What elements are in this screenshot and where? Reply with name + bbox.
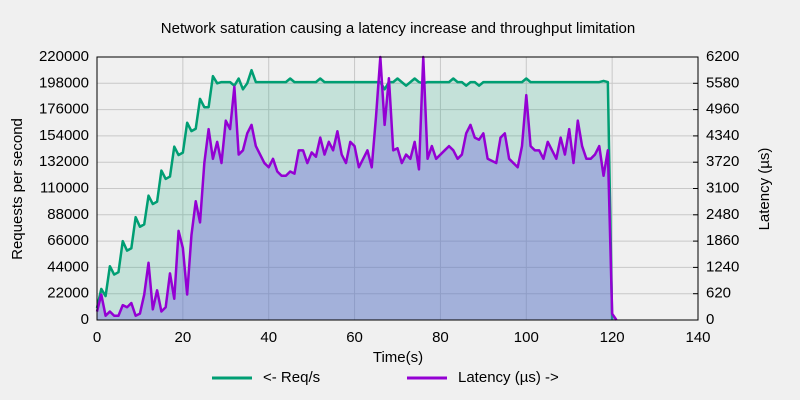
x-tick-label: 20 [175, 329, 192, 346]
x-tick-label: 80 [432, 329, 449, 346]
y2-tick-label: 620 [706, 285, 731, 302]
x-tick-label: 100 [514, 329, 539, 346]
y2-tick-label: 4340 [706, 127, 739, 144]
x-axis-label: Time(s) [373, 349, 423, 366]
y2-tick-label: 0 [706, 311, 714, 328]
y2-tick-label: 4960 [706, 101, 739, 118]
x-tick-label: 60 [346, 329, 363, 346]
series-line [95, 68, 614, 321]
y-tick-label: 176000 [39, 101, 89, 118]
x-tick-label: 140 [685, 329, 710, 346]
y-axis-label: Requests per second [9, 118, 26, 260]
y2-tick-label: 3720 [706, 153, 739, 170]
y2-tick-label: 3100 [706, 179, 739, 196]
series-area [97, 57, 617, 320]
y2-axis-label: Latency (µs) [756, 148, 773, 231]
x-tick-label: 120 [600, 329, 625, 346]
chart-title: Network saturation causing a latency inc… [161, 20, 635, 37]
y2-tick-label: 6200 [706, 48, 739, 65]
y2-tick-label: 1240 [706, 258, 739, 275]
x-tick-label: 40 [260, 329, 277, 346]
y-tick-label: 154000 [39, 127, 89, 144]
y-tick-label: 44000 [47, 258, 89, 275]
y-tick-label: 0 [81, 311, 89, 328]
y-tick-label: 198000 [39, 74, 89, 91]
y-tick-label: 22000 [47, 285, 89, 302]
legend-label: Latency (µs) -> [458, 369, 559, 386]
y-tick-label: 88000 [47, 206, 89, 223]
y-tick-label: 220000 [39, 48, 89, 65]
y-tick-label: 110000 [40, 179, 89, 196]
y2-tick-label: 2480 [706, 206, 739, 223]
y-tick-label: 132000 [39, 153, 89, 170]
y2-tick-label: 1860 [706, 232, 739, 249]
plot-border [96, 56, 699, 321]
y-tick-label: 66000 [47, 232, 89, 249]
x-tick-label: 0 [93, 329, 101, 346]
series-line [95, 55, 618, 321]
y2-tick-label: 5580 [706, 74, 739, 91]
legend-label: <- Req/s [263, 369, 320, 386]
